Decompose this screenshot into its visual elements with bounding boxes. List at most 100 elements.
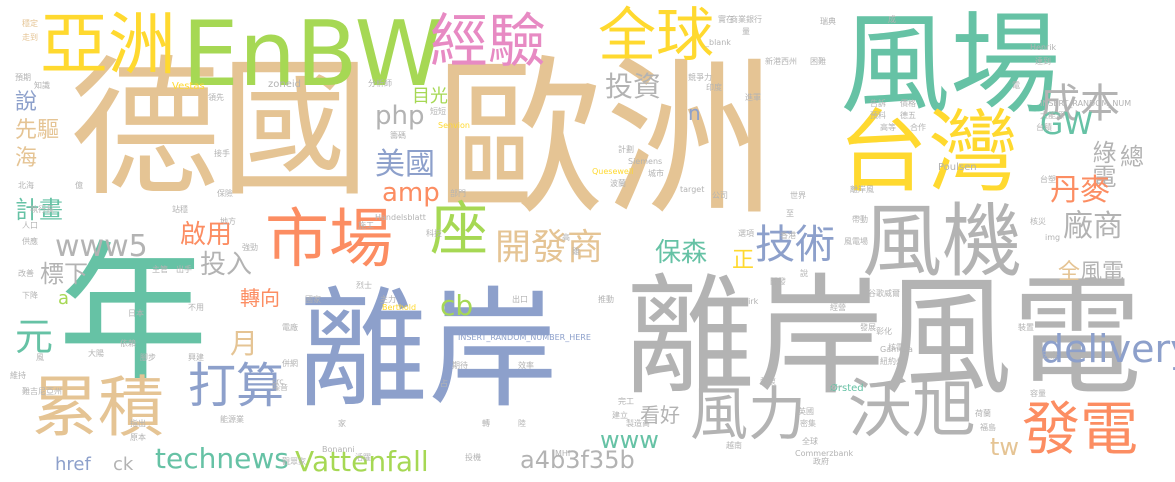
cloud-word: 裝置 (1018, 323, 1034, 332)
cloud-word: 台塑 (1040, 175, 1056, 184)
cloud-word: 英國 (798, 407, 814, 416)
cloud-word: 世界 (790, 191, 806, 200)
cloud-word: 出手 (176, 265, 192, 274)
cloud-word: 風 (36, 353, 44, 362)
cloud-word: 密集 (800, 419, 816, 428)
cloud-word: Henrik (1030, 43, 1057, 52)
cloud-word: 大陽 (88, 349, 104, 358)
cloud-word: 預期 (15, 73, 31, 82)
cloud-word: 發展 (860, 323, 876, 332)
cloud-word: 年 (58, 228, 209, 402)
cloud-word: 供應 (22, 237, 38, 246)
cloud-word: 興建 (188, 353, 204, 362)
cloud-word: Bonanni (322, 445, 355, 454)
cloud-word: 公司 (712, 191, 728, 200)
cloud-word: 併網 (282, 359, 298, 368)
cloud-word: 瑞典 (820, 17, 836, 26)
cloud-word: 電廠 (282, 323, 298, 332)
cloud-word: 美國 (375, 147, 435, 182)
cloud-word: href (55, 454, 91, 475)
cloud-word: 保險 (217, 189, 233, 198)
cloud-word: 雖 (572, 247, 580, 256)
cloud-word: 指出 (130, 419, 146, 428)
cloud-word: GW (1040, 107, 1093, 142)
cloud-word: 啟用 (180, 220, 233, 250)
cloud-word: 綠電 (1088, 140, 1116, 188)
cloud-word: ck (113, 454, 134, 475)
cloud-word: 熱衷 (760, 377, 776, 386)
cloud-word: 轉向 (240, 286, 280, 310)
cloud-word: 新港西州 (765, 57, 797, 66)
cloud-word: 領先 (208, 93, 224, 102)
cloud-word: Siemens (628, 157, 663, 166)
cloud-word: 成 (888, 15, 896, 24)
cloud-word: 日本 (128, 309, 144, 318)
cloud-word: 籌碼 (390, 131, 406, 140)
cloud-word: 預料 (870, 111, 886, 120)
cloud-word: 大能源 (1040, 111, 1064, 120)
cloud-word: 台灣 (838, 100, 1018, 205)
cloud-word: 德國 (70, 43, 371, 217)
cloud-word: delivery (1040, 327, 1175, 371)
cloud-word: 核電 (888, 343, 904, 352)
cloud-word: 施工 (358, 221, 374, 230)
cloud-word: 風場 (840, 1, 1060, 129)
cloud-word: 風電 (1080, 260, 1125, 285)
cloud-word: Dirk (742, 297, 759, 306)
cloud-word: zoneid (268, 79, 301, 90)
cloud-word: 原本 (130, 433, 146, 442)
cloud-word: 進軍 (745, 93, 761, 102)
cloud-word: 風機 (862, 195, 1022, 288)
cloud-word: 分析師 (368, 79, 392, 88)
cloud-word: 烈士 (356, 281, 372, 290)
cloud-word: 合作 (910, 123, 926, 132)
cloud-word: 丹麥 (1050, 173, 1110, 208)
cloud-word: 市場 (265, 203, 393, 277)
cloud-word: cb (440, 289, 474, 322)
cloud-word: 離岸 (625, 261, 886, 413)
cloud-word: 投資 (605, 70, 662, 103)
cloud-word: 知識 (34, 81, 50, 90)
cloud-word: 香港 (780, 231, 796, 240)
cloud-word: 高 (562, 233, 570, 242)
cloud-word: Senvion (438, 121, 470, 130)
cloud-word: 建立 (612, 411, 628, 420)
cloud-word: 投機 (465, 453, 481, 462)
cloud-word: _blank (705, 38, 731, 47)
cloud-word: 發電 (1022, 395, 1139, 463)
cloud-word: Vestas (172, 81, 205, 92)
cloud-word: 離岸風 (850, 185, 874, 194)
cloud-word: 波蘭 (610, 179, 626, 188)
cloud-word: 帶動 (852, 215, 868, 224)
cloud-word: Berthold (382, 303, 417, 312)
cloud-word: 標下 (40, 260, 88, 288)
cloud-word: 經營 (830, 303, 846, 312)
cloud-word: 出口 (512, 295, 528, 304)
cloud-word: 穩定 (22, 19, 38, 28)
cloud-word: 成本 (1040, 81, 1120, 127)
cloud-word: 印度 (706, 83, 722, 92)
cloud-word: 正 (732, 248, 755, 273)
cloud-word: Quesewell (592, 167, 634, 176)
cloud-word: 達到 (1035, 57, 1051, 66)
cloud-word: 腳步 (140, 353, 156, 362)
cloud-word: INSERT_RANDOM_NUMBER_HERE (458, 333, 591, 342)
cloud-word: 谷歌威爾 (868, 289, 900, 298)
cloud-word: 期待 (452, 361, 468, 370)
cloud-word: 保森 (655, 238, 708, 268)
cloud-word: 風力 (690, 380, 807, 448)
cloud-word: EnBW (182, 2, 444, 107)
cloud-word: img (1045, 233, 1061, 242)
cloud-word: 計劃 (618, 145, 634, 154)
cloud-word: 不用 (188, 303, 204, 312)
cloud-word: 亞洲 (40, 6, 177, 85)
cloud-word: INSERT_RANDOM_NUM (1040, 99, 1132, 108)
cloud-word: 全球 (802, 437, 818, 446)
cloud-word: 部門 (450, 189, 466, 198)
cloud-word: 福島 (980, 423, 996, 432)
cloud-word: 占 (440, 379, 448, 388)
cloud-word: 荷蘭 (975, 409, 991, 418)
cloud-word: 說 (800, 269, 808, 278)
cloud-word: 活躍 (355, 453, 371, 462)
cloud-word: 下降 (22, 291, 38, 300)
